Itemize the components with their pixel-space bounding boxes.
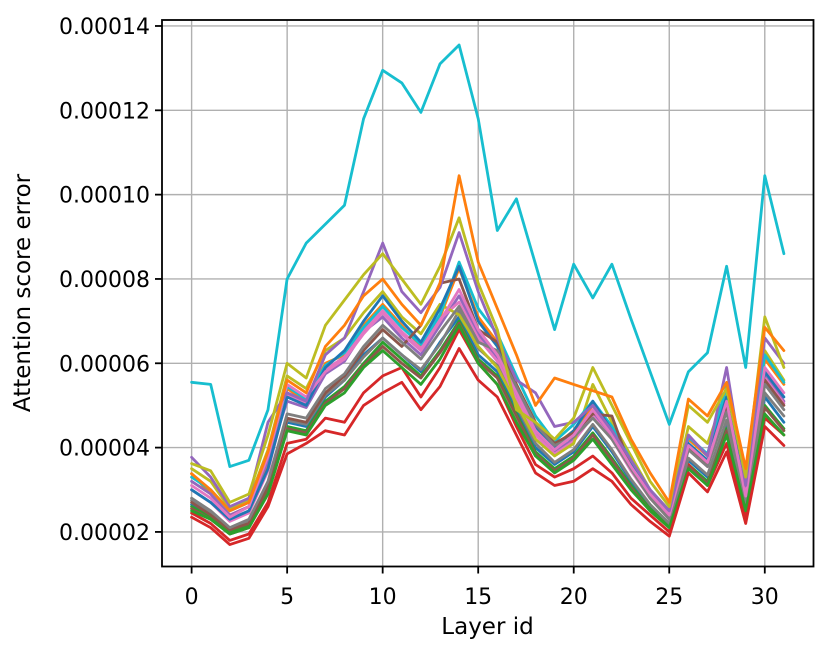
series-orange-a-line (190, 174, 786, 513)
plot-border (161, 19, 815, 568)
y-tick-label: 0.00010 (59, 184, 150, 209)
series-lines (190, 43, 786, 546)
y-tick-label: 0.00014 (59, 15, 150, 40)
series-red-a-line (190, 347, 786, 546)
series-green-a-line (190, 323, 786, 536)
series-olive-b-line (190, 290, 786, 513)
x-tick-label: 10 (369, 585, 397, 610)
x-tick-label: 30 (751, 585, 779, 610)
x-tick-label: 20 (560, 585, 588, 610)
y-axis-label: Attention score error (10, 173, 36, 412)
x-ticks (190, 566, 766, 574)
x-tick-label: 25 (655, 585, 683, 610)
y-tick-labels: 0.00002 0.00004 0.00006 0.00008 0.00010 0.000… (59, 15, 150, 546)
series-cyan-a-line (190, 43, 786, 469)
y-tick-label: 0.00012 (59, 99, 150, 124)
y-tick-label: 0.00006 (59, 352, 150, 377)
x-tick-label: 15 (464, 585, 492, 610)
y-tick-label: 0.00008 (59, 268, 150, 293)
series-purple-a-line (190, 231, 786, 513)
x-tick-label: 0 (185, 585, 199, 610)
x-tick-label: 5 (280, 585, 294, 610)
y-tick-label: 0.00002 (59, 521, 150, 546)
y-tick-label: 0.00004 (59, 437, 150, 462)
series-pink-a-line (190, 288, 786, 519)
y-ticks (155, 25, 162, 533)
x-axis-label: Layer id (441, 614, 533, 640)
x-tick-labels: 0 5 10 15 20 25 30 (185, 585, 779, 610)
